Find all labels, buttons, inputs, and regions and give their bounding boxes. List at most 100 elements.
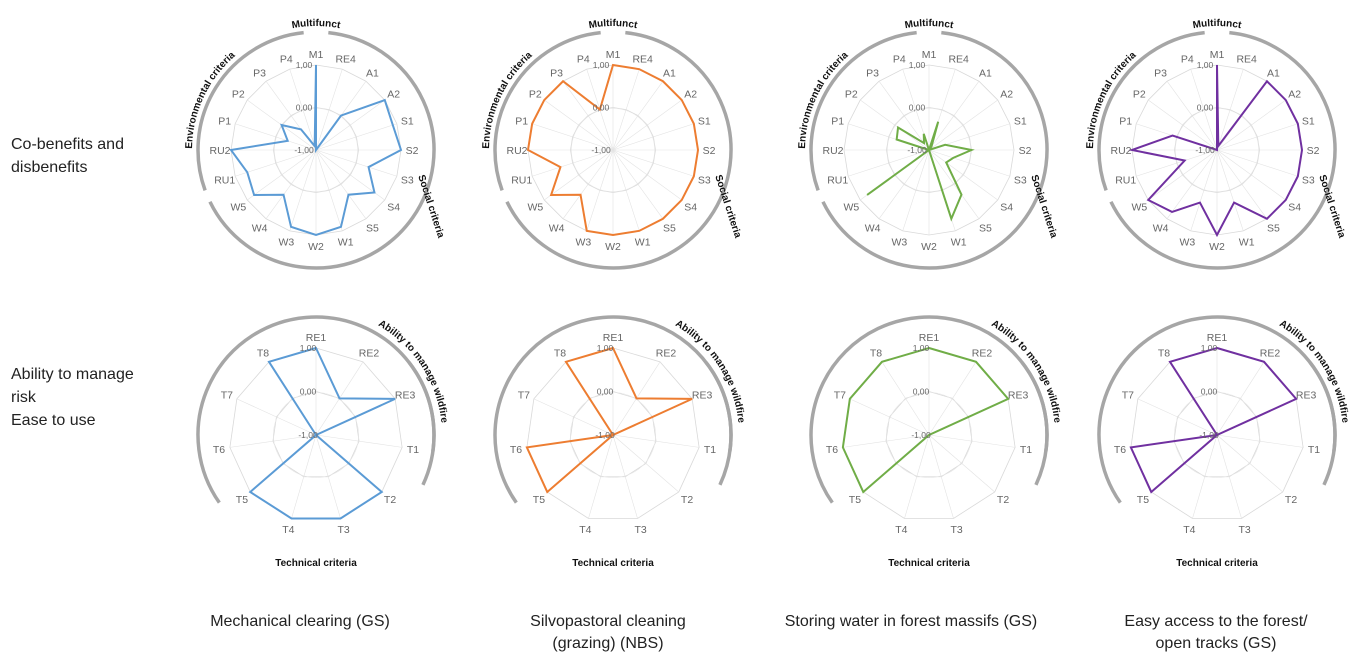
- grid-spoke: [289, 149, 317, 231]
- axis-label-a2: A2: [1288, 89, 1301, 101]
- arc-label-technical: Technical criteria: [1176, 558, 1258, 569]
- axis-label-re4: RE4: [1236, 54, 1257, 66]
- axis-label-s1: S1: [1014, 115, 1027, 127]
- grid-spoke: [928, 434, 954, 519]
- grid-spoke: [928, 361, 977, 436]
- grid-spoke: [848, 149, 930, 177]
- axis-label-m1: M1: [1210, 49, 1225, 61]
- axis-label-t7: T7: [1122, 389, 1134, 401]
- axis-label-t2: T2: [1285, 494, 1297, 506]
- axis-label-ru1: RU1: [214, 175, 235, 187]
- axis-label-p3: P3: [550, 67, 563, 79]
- grid-spoke: [544, 149, 614, 201]
- axis-label-s4: S4: [1000, 201, 1013, 213]
- axis-label-t5: T5: [1137, 494, 1149, 506]
- grid-spoke: [586, 149, 614, 231]
- axis-label-t4: T4: [895, 524, 907, 536]
- radar-co-benefits-1: M1 RE4 A1 A2 S1 S2 S3 S4 S5 W1 W2 W3 W4 W5 RU1 RU2 P1 P2 P…: [209, 49, 418, 253]
- axis-label-p2: P2: [845, 89, 858, 101]
- arc-label-multifunct: Multifunct: [588, 18, 639, 31]
- arc-label-ability: Ability to manage wildfire: [1277, 318, 1350, 424]
- arc-label-multifunct: Multifunct: [904, 18, 955, 31]
- arc-label-ability-text: Ability to manage wildfire: [376, 318, 449, 424]
- grid-spoke: [612, 149, 682, 201]
- axis-label-p4: P4: [577, 54, 590, 66]
- grid-spoke: [928, 149, 998, 201]
- row-label-risk-ease: Ability to manage risk Ease to use: [11, 366, 134, 429]
- axis-label-t6: T6: [826, 444, 838, 456]
- grid-spoke: [1216, 149, 1298, 177]
- axis-label-re3: RE3: [1008, 389, 1029, 401]
- grid-spoke: [1137, 398, 1218, 436]
- axis-label-t3: T3: [1238, 524, 1250, 536]
- axis-label-re3: RE3: [1296, 389, 1317, 401]
- grid-spoke: [1216, 361, 1265, 436]
- axis-label-s3: S3: [698, 175, 711, 187]
- grid-spoke: [1190, 69, 1218, 151]
- axis-label-w2: W2: [308, 241, 324, 253]
- axis-label-t8: T8: [870, 348, 882, 360]
- axis-label-t2: T2: [681, 494, 693, 506]
- series-line: [526, 63, 700, 237]
- grid-spoke: [1216, 99, 1286, 151]
- axis-label-s1: S1: [401, 115, 414, 127]
- axis-label-t7: T7: [221, 389, 233, 401]
- radar-charts: M1 RE4 A1 A2 S1 S2 S3 S4 S5 W1 W2 W3 W4 W5 RU1 RU2 P1 P2 P…: [184, 18, 1351, 569]
- grid-spoke: [1216, 149, 1268, 219]
- grid-spoke: [612, 434, 638, 519]
- axis-label-re1: RE1: [1207, 332, 1228, 344]
- outer-arc-ability: [704, 361, 733, 452]
- grid-spoke: [1216, 149, 1286, 201]
- outer-arc-environmental: [1097, 30, 1205, 191]
- axis-label-re3: RE3: [395, 389, 416, 401]
- axis-label-s1: S1: [698, 115, 711, 127]
- outer-arc-social: [1109, 30, 1337, 270]
- grid-spoke: [235, 123, 317, 151]
- axis-label-t3: T3: [634, 524, 646, 536]
- grid-spoke: [315, 434, 341, 519]
- axis-label-re1: RE1: [919, 332, 940, 344]
- axis-label-p4: P4: [893, 54, 906, 66]
- tick-label: -1,00: [907, 145, 927, 155]
- axis-label-t4: T4: [282, 524, 294, 536]
- tick-label: 0,00: [593, 103, 610, 113]
- grid-spoke: [612, 99, 682, 151]
- axis-label-t6: T6: [213, 444, 225, 456]
- grid-spoke: [842, 434, 930, 448]
- axis-label-t1: T1: [1020, 444, 1032, 456]
- column-label-mechanical-clearing: Mechanical clearing (GS): [210, 613, 390, 630]
- axis-label-s5: S5: [1267, 223, 1280, 235]
- grid-spoke: [315, 99, 385, 151]
- axis-label-p3: P3: [253, 67, 266, 79]
- arc-label-multifunct: Multifunct: [1192, 18, 1243, 31]
- row-label-co-benefits: Co-benefits and disbenefits: [11, 136, 124, 176]
- outer-arc-environmental: [196, 30, 304, 191]
- axis-label-s3: S3: [401, 175, 414, 187]
- tick-label: -1,00: [911, 430, 931, 440]
- axis-label-s5: S5: [663, 223, 676, 235]
- axis-label-w1: W1: [338, 236, 354, 248]
- grid-spoke: [544, 99, 614, 151]
- axis-label-t5: T5: [236, 494, 248, 506]
- grid-spoke: [849, 398, 930, 436]
- grid-spoke: [1166, 149, 1218, 219]
- grid-spoke: [612, 69, 640, 151]
- axis-label-w5: W5: [1131, 201, 1147, 213]
- axis-label-w5: W5: [527, 201, 543, 213]
- grid-spoke: [612, 434, 679, 493]
- grid-spoke: [532, 123, 614, 151]
- axis-label-re1: RE1: [306, 332, 327, 344]
- axis-label-s5: S5: [366, 223, 379, 235]
- axis-label-w3: W3: [1179, 236, 1195, 248]
- axis-label-s2: S2: [703, 145, 716, 157]
- grid-spoke: [1136, 149, 1218, 177]
- grid-spoke: [265, 149, 317, 219]
- axis-label-t1: T1: [1308, 444, 1320, 456]
- axis-label-t2: T2: [997, 494, 1009, 506]
- grid-spoke: [588, 434, 614, 519]
- axis-label-t7: T7: [518, 389, 530, 401]
- grid-spoke: [860, 99, 930, 151]
- arc-label-multifunct: Multifunct: [291, 18, 342, 31]
- axis-label-w5: W5: [843, 201, 859, 213]
- axis-label-t2: T2: [384, 494, 396, 506]
